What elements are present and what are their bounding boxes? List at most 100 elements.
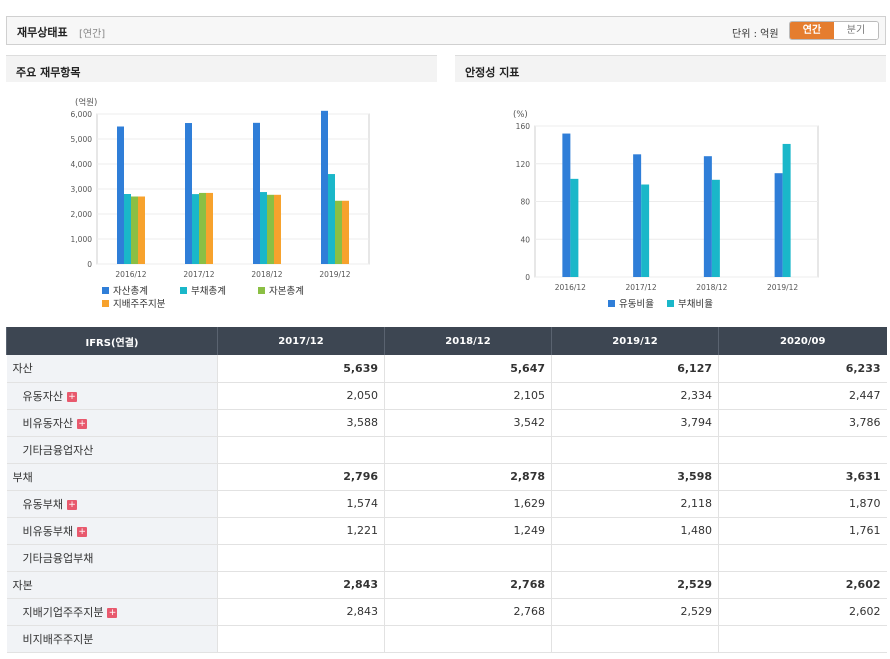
bar bbox=[321, 110, 328, 264]
table-row: 비유동자산 +3,588 3,542 3,794 3,786 bbox=[6, 409, 887, 437]
table-cell: 2,768 bbox=[384, 598, 552, 626]
bar bbox=[206, 192, 213, 264]
column-header: 2017/12 bbox=[217, 327, 385, 355]
table-cell: 2,843 bbox=[217, 571, 385, 599]
legend-label: 부채비율 bbox=[678, 299, 713, 310]
table-cell bbox=[384, 436, 552, 464]
table-cell: 1,249 bbox=[384, 517, 552, 545]
bar bbox=[633, 154, 642, 277]
bar bbox=[711, 179, 720, 277]
column-header: 2020/09 bbox=[718, 327, 887, 355]
table-cell bbox=[718, 436, 887, 464]
annual-button[interactable]: 연간 bbox=[790, 22, 834, 39]
row-label-text: 비유동부채 bbox=[22, 524, 74, 538]
bar bbox=[782, 143, 791, 277]
expand-plus-icon[interactable]: + bbox=[107, 607, 118, 618]
legend-swatch bbox=[102, 300, 109, 307]
y-tick-label: 160 bbox=[516, 122, 531, 131]
bar bbox=[274, 194, 281, 264]
x-tick-label: 2016/12 bbox=[555, 283, 586, 292]
row-label-text: 자산 bbox=[12, 362, 33, 376]
row-label-text: 비유동자산 bbox=[22, 416, 74, 430]
bar bbox=[131, 196, 138, 264]
table-row: 지배기업주주지분 +2,843 2,768 2,529 2,602 bbox=[6, 598, 887, 626]
legend-swatch bbox=[667, 300, 674, 307]
row-label: 유동부채 + bbox=[6, 490, 218, 518]
y-tick-label: 120 bbox=[516, 160, 531, 169]
bar bbox=[562, 133, 571, 277]
statement-header: 재무상태표 [연간] 단위 : 억원 연간 분기 bbox=[6, 16, 886, 45]
expand-plus-icon[interactable]: + bbox=[66, 391, 77, 402]
table-cell bbox=[551, 544, 719, 572]
bar bbox=[199, 192, 206, 264]
y-tick-label: 40 bbox=[520, 235, 530, 244]
bar bbox=[703, 156, 712, 277]
expand-plus-icon[interactable]: + bbox=[66, 499, 77, 510]
legend-swatch bbox=[608, 300, 615, 307]
unit-label: 단위 : 억원 bbox=[732, 29, 779, 40]
y-tick-label: 6,000 bbox=[71, 110, 93, 119]
bar bbox=[570, 178, 579, 277]
table-cell: 2,768 bbox=[384, 571, 552, 599]
table-cell: 2,602 bbox=[718, 571, 887, 599]
bar bbox=[138, 196, 145, 264]
table-row: 비지배주주지분 bbox=[6, 625, 887, 653]
row-label: 지배기업주주지분 + bbox=[6, 598, 218, 626]
expand-plus-icon[interactable]: + bbox=[77, 418, 88, 429]
y-axis-label: (억원) bbox=[75, 97, 97, 108]
column-header: 2018/12 bbox=[384, 327, 552, 355]
table-cell: 2,878 bbox=[384, 463, 552, 491]
y-tick-label: 0 bbox=[87, 260, 92, 269]
column-header: IFRS(연결) bbox=[6, 327, 218, 355]
bar bbox=[267, 194, 274, 264]
row-label: 기타금융업자산 bbox=[6, 436, 218, 464]
row-label-text: 기타금융업자산 bbox=[22, 443, 94, 457]
x-tick-label: 2016/12 bbox=[115, 270, 146, 279]
row-label: 비유동자산 + bbox=[6, 409, 218, 437]
x-tick-label: 2017/12 bbox=[626, 283, 657, 292]
table-cell: 3,598 bbox=[551, 463, 719, 491]
table-cell: 2,843 bbox=[217, 598, 385, 626]
y-tick-label: 1,000 bbox=[71, 235, 93, 244]
row-label-text: 유동자산 bbox=[22, 389, 63, 403]
table-cell: 6,127 bbox=[551, 355, 719, 383]
table-row: 비유동부채 +1,221 1,249 1,480 1,761 bbox=[6, 517, 887, 545]
legend-swatch bbox=[258, 287, 265, 294]
row-label-text: 자본 bbox=[12, 578, 33, 592]
bar bbox=[260, 192, 267, 264]
key-items-panel-title: 주요 재무항목 bbox=[6, 55, 437, 82]
row-label: 비지배주주지분 bbox=[6, 625, 218, 653]
table-cell: 5,647 bbox=[384, 355, 552, 383]
x-tick-label: 2019/12 bbox=[319, 270, 350, 279]
table-cell: 6,233 bbox=[718, 355, 887, 383]
table-cell: 1,574 bbox=[217, 490, 385, 518]
bar bbox=[641, 184, 650, 277]
table-cell: 2,796 bbox=[217, 463, 385, 491]
table-cell: 2,050 bbox=[217, 382, 385, 410]
x-tick-label: 2019/12 bbox=[767, 283, 798, 292]
table-cell bbox=[551, 436, 719, 464]
row-label-text: 부채 bbox=[12, 470, 33, 484]
table-cell: 2,602 bbox=[718, 598, 887, 626]
expand-plus-icon[interactable]: + bbox=[77, 526, 88, 537]
table-cell bbox=[217, 544, 385, 572]
y-tick-label: 0 bbox=[525, 273, 530, 282]
bar bbox=[335, 200, 342, 264]
table-cell: 2,529 bbox=[551, 598, 719, 626]
table-header-row: IFRS(연결) 2017/12 2018/12 2019/12 2020/09 bbox=[6, 327, 887, 355]
quarter-button[interactable]: 분기 bbox=[834, 22, 878, 39]
table-row: 기타금융업자산 bbox=[6, 436, 887, 464]
row-label: 자본 bbox=[6, 571, 218, 599]
bar bbox=[342, 200, 349, 264]
page-title: 재무상태표 bbox=[17, 26, 68, 39]
row-label-text: 유동부채 bbox=[22, 497, 63, 511]
table-cell: 5,639 bbox=[217, 355, 385, 383]
table-cell: 1,761 bbox=[718, 517, 887, 545]
row-label-text: 지배기업주주지분 bbox=[22, 605, 104, 619]
table-cell: 2,447 bbox=[718, 382, 887, 410]
legend-label: 부채총계 bbox=[191, 285, 226, 297]
legend-label: 지배주주지분 bbox=[113, 299, 166, 310]
row-label-text: 기타금융업부채 bbox=[22, 551, 94, 565]
table-cell bbox=[718, 625, 887, 653]
table-cell bbox=[217, 625, 385, 653]
